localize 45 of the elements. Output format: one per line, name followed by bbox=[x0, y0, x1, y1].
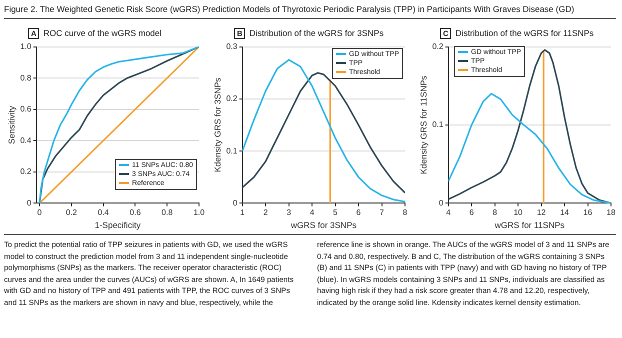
x-tick-label: 4 bbox=[446, 208, 452, 218]
y-tick-label: 0.1 bbox=[432, 120, 444, 130]
y-tick-label: 0.3 bbox=[226, 42, 238, 52]
y-tick-label: 0 bbox=[438, 198, 444, 208]
y-tick-label: 0 bbox=[232, 198, 238, 208]
x-tick-label: 8 bbox=[492, 208, 498, 218]
x-tick-label: 0.6 bbox=[130, 208, 142, 218]
x-tick-label: 3 bbox=[286, 208, 292, 218]
x-tick-label: 8 bbox=[402, 208, 408, 218]
x-axis-title: 1-Specificity bbox=[94, 220, 142, 230]
x-tick-label: 2 bbox=[263, 208, 268, 218]
y-tick-label: 0 bbox=[26, 198, 32, 208]
x-tick-label: 7 bbox=[380, 208, 385, 218]
y-axis-title: Kdensity GRS for 3SNPs bbox=[212, 78, 222, 172]
y-tick-label: 0.8 bbox=[20, 73, 32, 82]
y-tick-label: 0.2 bbox=[226, 94, 238, 104]
caption: Figure 2. The Weighted Genetic Risk Score (wGRS) Prediction Models of Thyrotoxic Periodic Paralysis (TPP) in Participants With Graves Disease (GD) bbox=[4, 4, 574, 14]
chart-title: ROC curve of the wGRS model bbox=[43, 28, 162, 38]
x-tick-label: 5 bbox=[333, 208, 338, 218]
x-tick-label: 4 bbox=[310, 208, 315, 218]
y-tick-label: 1.0 bbox=[20, 42, 32, 52]
x-tick-label: 1 bbox=[240, 208, 246, 218]
chart-title: Distribution of the wGRS for 3SNPs bbox=[249, 28, 384, 38]
y-tick-label: 0.2 bbox=[20, 167, 32, 176]
y-tick-label: 0.4 bbox=[20, 136, 32, 145]
chart-title: Distribution of the wGRS for 11SNPs bbox=[455, 28, 594, 38]
x-tick-label: 16 bbox=[583, 208, 593, 218]
x-tick-label: 12 bbox=[536, 208, 546, 218]
y-tick-label: 0.2 bbox=[432, 42, 444, 52]
y-axis-title: Kdensity GRS for 11SNPs bbox=[418, 76, 428, 174]
y-tick-label: 0.1 bbox=[226, 146, 238, 156]
x-tick-label: 0.2 bbox=[66, 208, 78, 218]
x-tick-label: 0.8 bbox=[162, 208, 174, 218]
x-tick-label: 14 bbox=[560, 208, 570, 218]
x-tick-label: 1.0 bbox=[193, 208, 206, 218]
x-axis-title: wGRS for 11SNPs bbox=[494, 220, 565, 230]
x-tick-label: 18 bbox=[606, 208, 616, 218]
y-tick-label: 0.6 bbox=[20, 104, 32, 114]
y-axis-title: Sensitivity bbox=[6, 105, 16, 144]
x-tick-label: 6 bbox=[469, 208, 474, 218]
x-axis-title: wGRS for 3SNPs bbox=[290, 220, 356, 230]
x-tick-label: 0.4 bbox=[98, 208, 110, 218]
x-tick-label: 6 bbox=[356, 208, 362, 218]
x-tick-label: 10 bbox=[514, 208, 524, 218]
x-tick-label: 0 bbox=[37, 208, 42, 218]
